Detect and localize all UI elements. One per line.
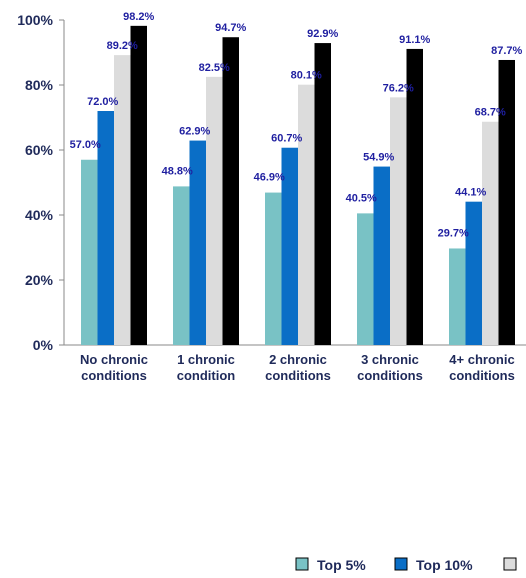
y-tick-label: 80% [25,77,54,93]
x-tick-label: 2 chronic [269,352,327,367]
bar [465,201,482,345]
x-tick-label: 3 chronic [361,352,419,367]
bar [373,166,390,345]
bar [222,37,239,345]
x-tick-label: conditions [357,368,423,383]
y-tick-label: 40% [25,207,54,223]
legend-swatch [295,557,309,571]
data-label: 48.8% [162,165,193,177]
data-label: 57.0% [70,139,101,151]
y-tick-label: 100% [17,12,53,28]
y-tick-label: 60% [25,142,54,158]
bar [281,147,298,345]
data-label: 44.1% [455,187,486,199]
bar [449,248,466,345]
y-tick-label: 0% [33,337,54,353]
legend: Top 5% Top 10% [295,557,517,573]
data-labels: 57.0% 72.0% 89.2% 98.2% 48.8% 62.9% 82.5% 94.7%… [70,11,523,240]
x-tick-label: 4+ chronic [449,352,514,367]
x-tick-label: conditions [449,368,515,383]
bar [97,111,114,345]
bar [130,25,147,345]
bar [206,76,223,345]
bar-groups [81,25,515,346]
data-label: 54.9% [363,152,394,164]
data-label: 72.0% [87,96,118,108]
data-label: 62.9% [179,126,210,138]
x-tick-label: No chronic [80,352,148,367]
bar [298,84,315,346]
x-tick-label: conditions [81,368,147,383]
bar [357,213,374,345]
y-axis-ticks: 0% 20% 40% 60% 80% 100% [17,12,64,353]
y-tick-label: 20% [25,272,54,288]
bar [498,59,515,345]
bar [81,159,98,345]
data-label: 87.7% [491,45,522,57]
data-label: 46.9% [254,172,285,184]
data-label: 68.7% [475,107,506,119]
bar [406,48,423,346]
data-label: 80.1% [291,70,322,82]
bar [390,97,407,345]
legend-swatch [394,557,408,571]
x-tick-label: 1 chronic [177,352,235,367]
legend-label: Top 5% [317,557,366,573]
legend-swatch [503,557,517,571]
bar [114,55,131,345]
data-label: 89.2% [107,40,138,52]
data-label: 60.7% [271,133,302,145]
bar [482,121,499,345]
data-label: 76.2% [383,82,414,94]
data-label: 29.7% [438,227,469,239]
x-tick-label: condition [177,368,236,383]
bar [173,186,190,345]
bar [265,192,282,345]
data-label: 98.2% [123,11,154,23]
data-label: 40.5% [346,192,377,204]
data-label: 92.9% [307,28,338,40]
bar [314,43,331,345]
x-tick-label: conditions [265,368,331,383]
data-label: 94.7% [215,22,246,34]
data-label: 91.1% [399,34,430,46]
data-label: 82.5% [199,62,230,74]
bar [189,140,206,345]
legend-label: Top 10% [416,557,473,573]
